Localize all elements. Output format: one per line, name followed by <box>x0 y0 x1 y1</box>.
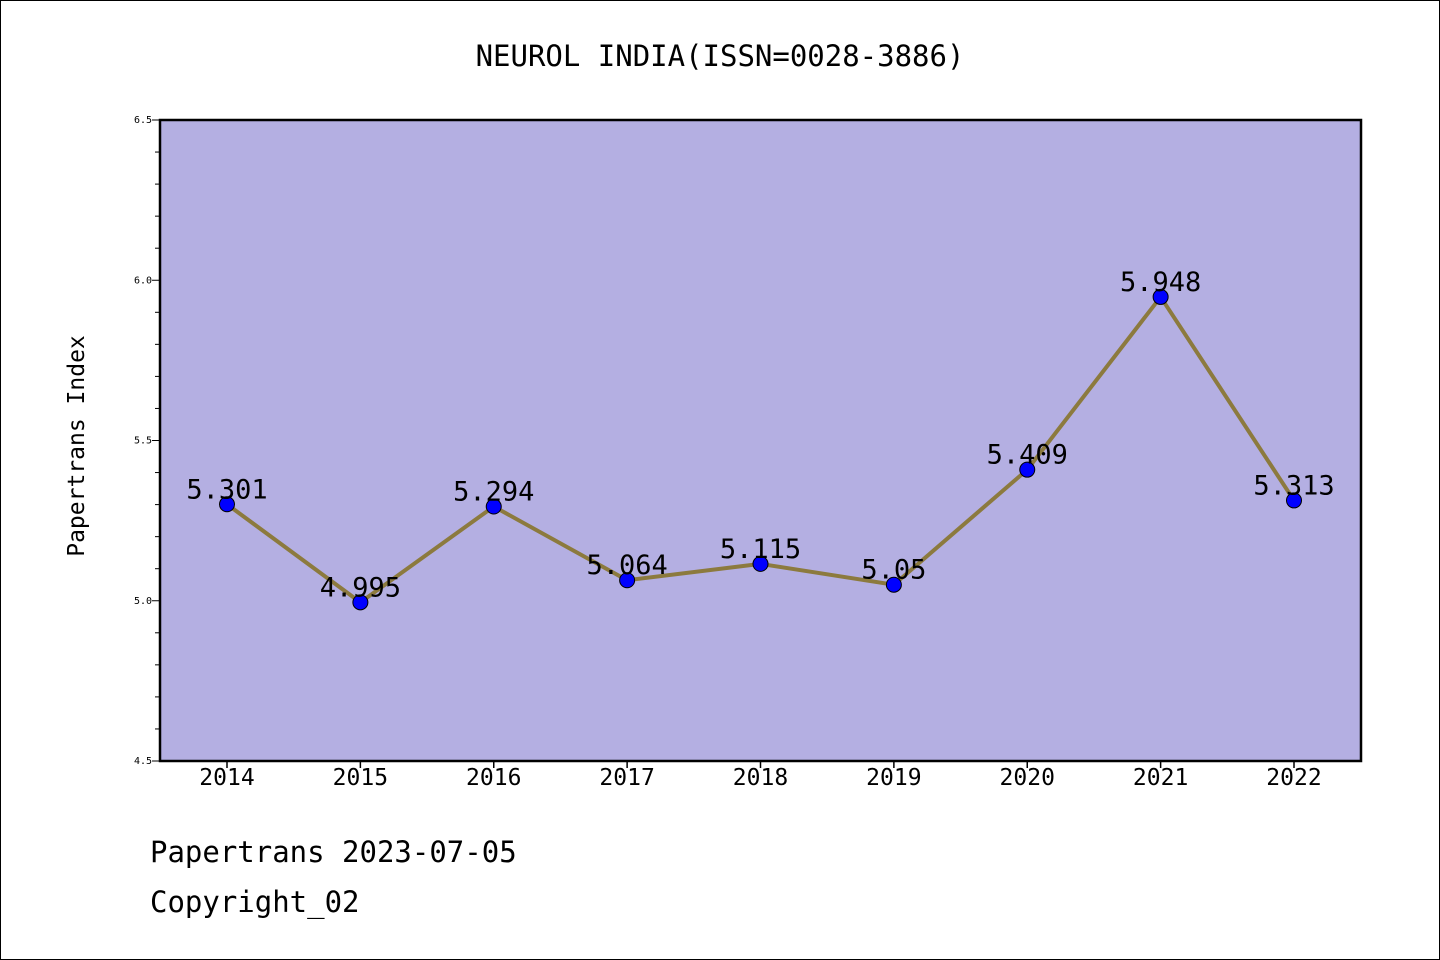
data-label: 5.409 <box>987 440 1068 471</box>
data-point <box>1152 288 1169 305</box>
data-point <box>219 496 235 513</box>
y-axis-label: Papertrans Index <box>64 335 90 557</box>
chart-title: NEUROL INDIA(ISSN=0028-3886) <box>476 39 965 73</box>
data-label: 5.301 <box>186 474 267 505</box>
x-tick-label: 2021 <box>1133 765 1188 791</box>
data-point <box>752 555 769 572</box>
x-tick-label: 2018 <box>733 765 788 791</box>
x-tick-label: 2017 <box>599 765 654 791</box>
y-tick-label: 5.0 <box>134 596 152 607</box>
data-label: 5.05 <box>861 555 926 586</box>
x-tick-label: 2020 <box>1000 765 1055 791</box>
data-label: 4.995 <box>320 572 401 603</box>
y-tick-label: 6.5 <box>134 115 152 126</box>
data-point <box>352 594 369 611</box>
data-label: 5.313 <box>1253 470 1334 501</box>
data-label: 5.115 <box>720 534 801 565</box>
x-tick-label: 2019 <box>866 765 921 791</box>
data-point <box>485 498 502 515</box>
data-point <box>1019 461 1036 478</box>
footer-date-text: Papertrans 2023-07-05 <box>150 835 517 869</box>
data-point <box>1286 492 1302 509</box>
x-tick-label: 2022 <box>1266 765 1321 791</box>
data-label: 5.948 <box>1120 267 1201 298</box>
y-tick-label: 4.5 <box>134 756 152 767</box>
y-tick-label: 5.5 <box>134 436 152 447</box>
data-point <box>885 576 902 593</box>
x-axis: 2014 2015 2016 2017 2018 2019 2020 2021 2022 <box>199 761 1322 791</box>
plot-area <box>158 118 1363 763</box>
footer-copyright-text: Copyright_02 <box>150 885 360 919</box>
x-tick-label: 2016 <box>466 765 521 791</box>
data-point <box>619 572 636 589</box>
data-label: 5.064 <box>586 550 667 581</box>
x-tick-label: 2014 <box>199 765 254 791</box>
data-label: 5.294 <box>453 477 534 508</box>
x-tick-label: 2015 <box>333 765 388 791</box>
y-axis: 4.5 5.0 5.5 6.0 6.5 <box>134 115 160 767</box>
data-series: 5.301 4.995 5.294 5.064 5.115 5.05 5.409 5.948 5… <box>186 267 1335 611</box>
y-tick-label: 6.0 <box>134 275 152 286</box>
